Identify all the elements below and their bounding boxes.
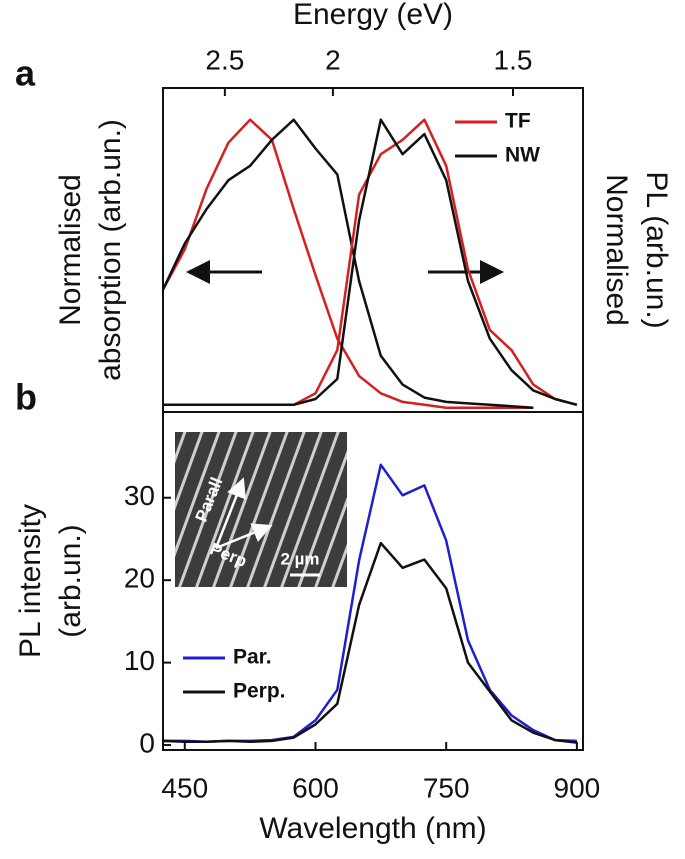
data-line xyxy=(163,118,578,407)
legend-label: TF xyxy=(505,110,531,133)
y-tick-label: 20 xyxy=(124,563,155,594)
x2-tick-label: 1.5 xyxy=(494,44,533,75)
data-line xyxy=(162,541,578,744)
legend-label: Par. xyxy=(233,646,272,669)
y-axis-label: PL intensity xyxy=(14,504,47,658)
x-tick-label: 450 xyxy=(161,772,208,803)
inset-arrow xyxy=(215,523,273,550)
data-line xyxy=(161,118,534,409)
panel-label: b xyxy=(15,377,37,418)
x-tick-label: 750 xyxy=(423,772,470,803)
x-tick-label: 900 xyxy=(554,772,601,803)
legend-label: Perp. xyxy=(233,680,286,703)
y2-axis-label: PL (arb.un.) xyxy=(640,171,673,328)
y-tick-label: 0 xyxy=(139,727,155,758)
x-tick-label: 600 xyxy=(292,772,339,803)
legend-label: NW xyxy=(505,144,540,167)
inset-image xyxy=(175,432,347,587)
y-axis-label: (arb.un.) xyxy=(54,524,87,637)
x2-tick-label: 2.5 xyxy=(205,44,244,75)
y-axis-label: absorption (arb.un.) xyxy=(94,119,127,381)
x2-axis-label: Energy (eV) xyxy=(293,0,453,31)
data-line xyxy=(161,118,534,409)
inset-arrow xyxy=(214,477,246,549)
panel-label: a xyxy=(15,53,36,94)
x-axis-label: Wavelength (nm) xyxy=(259,812,486,845)
inset-label: 2 µm xyxy=(280,549,319,568)
y2-axis-label: Normalised xyxy=(600,174,633,326)
y-tick-label: 30 xyxy=(124,480,155,511)
y-axis-label: Normalised xyxy=(54,174,87,326)
y-tick-label: 10 xyxy=(124,645,155,676)
x2-tick-label: 2 xyxy=(325,44,341,75)
